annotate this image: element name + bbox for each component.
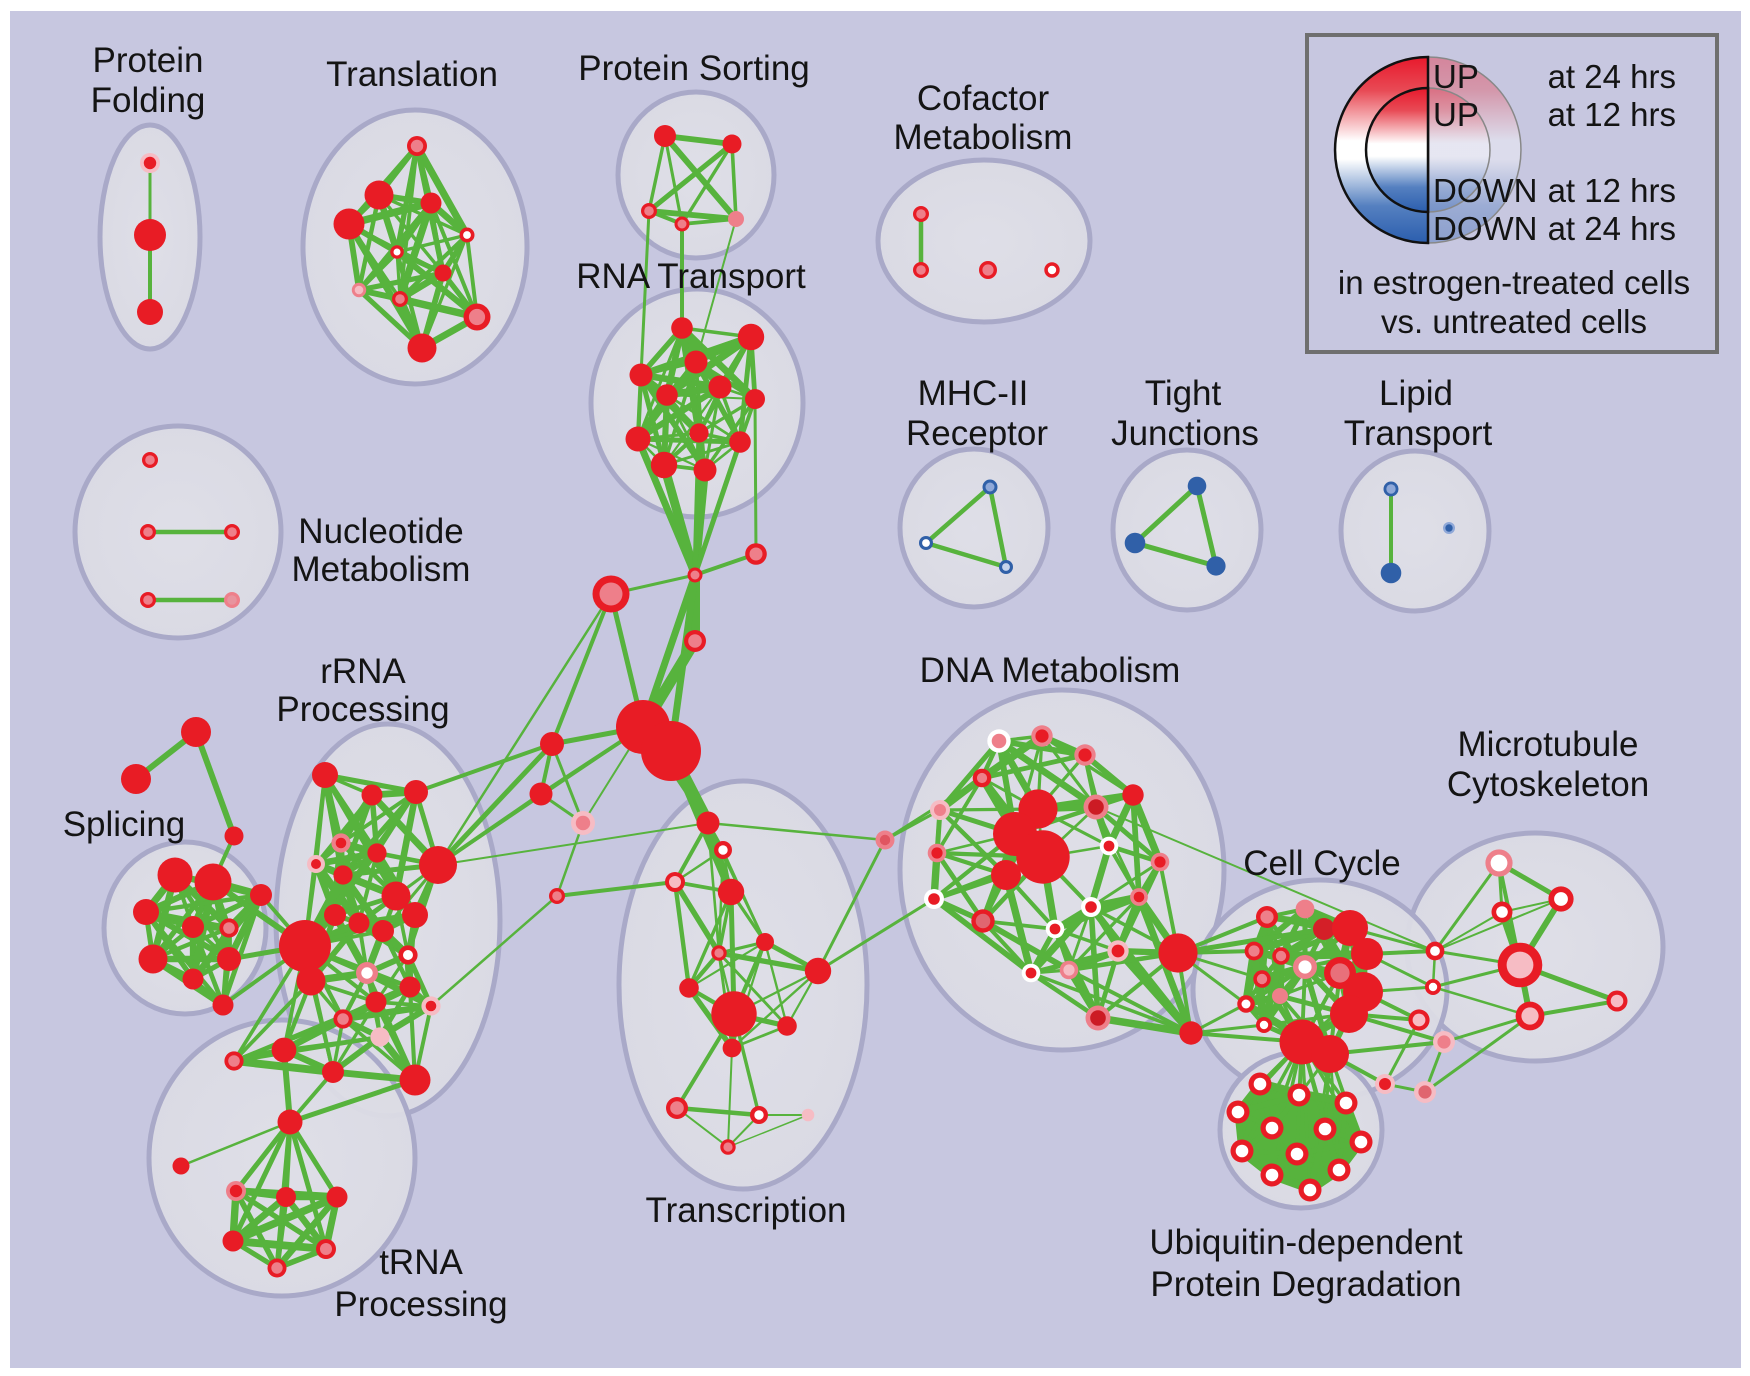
svg-text:Translation: Translation (326, 55, 498, 94)
svg-text:at 24 hrs: at 24 hrs (1548, 210, 1676, 247)
svg-text:Cytoskeleton: Cytoskeleton (1447, 765, 1649, 804)
svg-text:Microtubule: Microtubule (1458, 725, 1639, 764)
svg-text:Transcription: Transcription (646, 1191, 847, 1230)
svg-text:Metabolism: Metabolism (292, 550, 471, 589)
svg-text:Processing: Processing (276, 690, 449, 729)
svg-text:Receptor: Receptor (906, 414, 1048, 453)
svg-text:rRNA: rRNA (320, 652, 406, 691)
svg-text:MHC-II: MHC-II (918, 374, 1029, 413)
svg-text:at 24 hrs: at 24 hrs (1548, 58, 1676, 95)
svg-text:Folding: Folding (91, 81, 206, 120)
svg-text:Tight: Tight (1145, 374, 1222, 413)
svg-text:in estrogen-treated cells: in estrogen-treated cells (1338, 264, 1690, 301)
svg-text:Transport: Transport (1344, 414, 1493, 453)
svg-text:DOWN: DOWN (1433, 210, 1537, 247)
svg-text:Metabolism: Metabolism (894, 118, 1073, 157)
svg-text:Cell Cycle: Cell Cycle (1243, 844, 1401, 883)
svg-text:Protein: Protein (93, 41, 204, 80)
svg-text:at 12 hrs: at 12 hrs (1548, 172, 1676, 209)
svg-text:tRNA: tRNA (379, 1243, 463, 1282)
svg-text:DNA Metabolism: DNA Metabolism (920, 651, 1181, 690)
svg-text:Junctions: Junctions (1111, 414, 1259, 453)
svg-text:Processing: Processing (334, 1285, 507, 1324)
svg-text:Protein Degradation: Protein Degradation (1150, 1265, 1461, 1304)
svg-text:UP: UP (1433, 96, 1479, 133)
svg-text:at 12 hrs: at 12 hrs (1548, 96, 1676, 133)
svg-text:vs. untreated cells: vs. untreated cells (1381, 303, 1647, 340)
svg-text:Protein Sorting: Protein Sorting (578, 49, 810, 88)
svg-text:Ubiquitin-dependent: Ubiquitin-dependent (1149, 1223, 1463, 1262)
svg-text:Nucleotide: Nucleotide (298, 512, 463, 551)
svg-text:Cofactor: Cofactor (917, 79, 1050, 118)
svg-text:DOWN: DOWN (1433, 172, 1537, 209)
svg-text:Splicing: Splicing (63, 805, 186, 844)
svg-text:RNA Transport: RNA Transport (576, 257, 806, 296)
svg-text:Lipid: Lipid (1379, 374, 1453, 413)
svg-text:UP: UP (1433, 58, 1479, 95)
